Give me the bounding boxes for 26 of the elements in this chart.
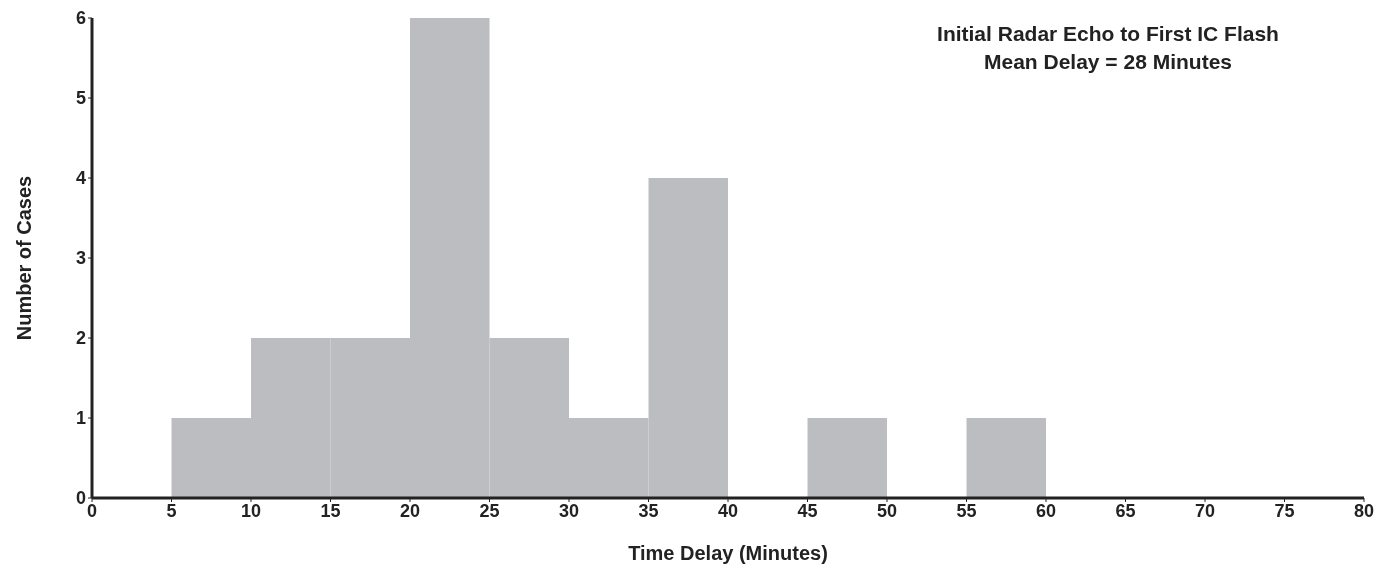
x-tick-label: 70 [1194, 500, 1216, 521]
x-tick-label: 60 [1035, 500, 1057, 521]
y-tick-label: 4 [75, 168, 86, 189]
y-tick-label: 5 [75, 88, 86, 109]
y-tick-label: 3 [75, 248, 86, 269]
x-tick-label: 20 [399, 500, 421, 521]
chart-title: Initial Radar Echo to First IC Flash [936, 21, 1280, 47]
x-tick-label: 50 [876, 500, 898, 521]
x-tick-label: 35 [638, 500, 659, 521]
x-tick-label: 65 [1115, 500, 1136, 521]
x-tick-label: 10 [240, 500, 262, 521]
x-axis-title: Time Delay (Minutes) [628, 542, 828, 564]
text: Mean Delay = 28 Minutes [983, 49, 1233, 75]
x-tick-label: 40 [717, 500, 739, 521]
x-tick-label: 15 [320, 500, 341, 521]
y-tick-label: 2 [75, 328, 86, 349]
x-tick-label: 5 [166, 500, 177, 521]
y-axis-title: Number of Cases [13, 175, 36, 341]
y-tick-label: 6 [75, 8, 86, 29]
x-tick-label: 80 [1353, 500, 1375, 521]
x-tick-label: 30 [558, 500, 580, 521]
x-tick-label: 45 [797, 500, 818, 521]
x-tick-label: 55 [956, 500, 977, 521]
y-tick-label: 1 [75, 408, 86, 429]
x-tick-label: 25 [479, 500, 500, 521]
x-tick-label: 75 [1274, 500, 1295, 521]
